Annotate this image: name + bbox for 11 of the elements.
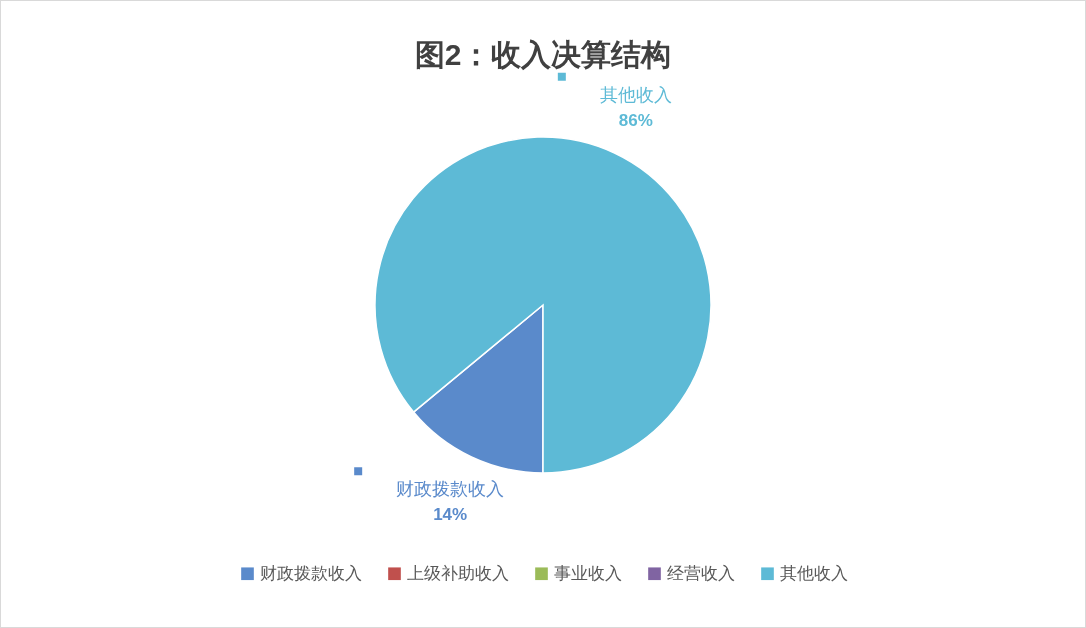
legend-label: 事业收入	[554, 563, 622, 583]
chart-title: 图2：收入决算结构	[414, 38, 672, 71]
legend-label: 其他收入	[780, 563, 848, 583]
slice-label: 其他收入	[599, 84, 672, 105]
legend-label: 财政拨款收入	[260, 563, 362, 583]
slice-label: 财政拨款收入	[396, 479, 505, 500]
data-label: 86%	[618, 110, 653, 130]
pie-slice	[374, 136, 712, 474]
data-label: 14%	[433, 505, 468, 525]
legend-label: 上级补助收入	[407, 563, 509, 583]
legend-label: 经营收入	[667, 563, 735, 583]
